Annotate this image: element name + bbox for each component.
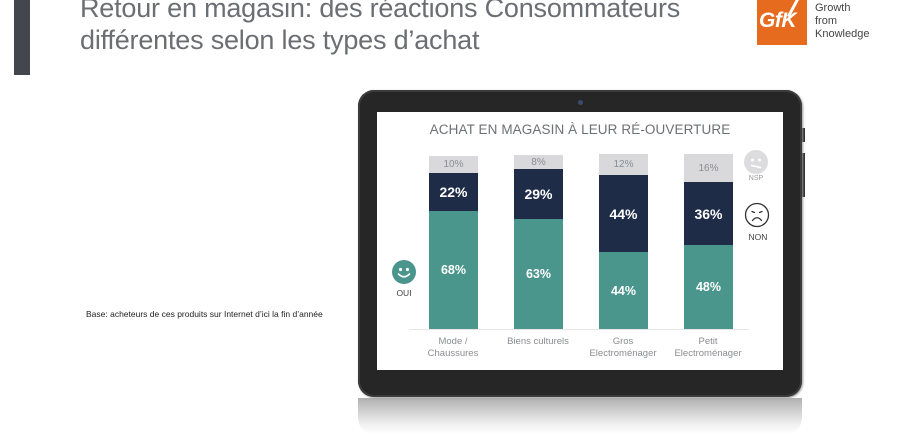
segment-oui: 48% <box>684 245 733 329</box>
stacked-bar: 68% 22% 10% <box>429 155 478 329</box>
segment-nsp: 8% <box>514 155 563 169</box>
segment-nsp: 16% <box>684 154 733 182</box>
segment-value-label: 36% <box>694 205 723 222</box>
segment-value-label: 29% <box>524 186 553 202</box>
tablet-screen: ACHAT EN MAGASIN À LEUR RÉ-OUVERTURE 68%… <box>377 112 783 370</box>
segment-value-label: 68% <box>440 263 467 277</box>
segment-oui: 63% <box>514 219 563 329</box>
segment-non: 44% <box>599 175 648 252</box>
neutral-face-icon <box>744 150 768 174</box>
segment-value-label: 63% <box>525 267 552 281</box>
category-label: Biens culturels <box>507 336 569 347</box>
segment-nsp: 12% <box>599 154 648 175</box>
segment-oui: 68% <box>429 211 478 329</box>
legend-non-label: NON <box>748 232 768 242</box>
gfk-logo: GfK <box>757 0 807 45</box>
tagline-line: Growth <box>815 2 851 14</box>
tagline-line: Knowledge <box>815 28 870 40</box>
segment-nsp: 10% <box>429 156 478 173</box>
sad-face-icon <box>744 202 770 228</box>
segment-value-label: 8% <box>531 156 546 168</box>
camera-icon <box>578 100 583 105</box>
tablet-frame: ACHAT EN MAGASIN À LEUR RÉ-OUVERTURE 68%… <box>358 90 802 397</box>
tablet-reflection <box>358 398 802 434</box>
chart-title: ACHAT EN MAGASIN À LEUR RÉ-OUVERTURE <box>429 122 731 137</box>
happy-face-icon <box>392 260 416 284</box>
tagline-line: from <box>815 15 837 27</box>
segment-non: 29% <box>514 169 563 219</box>
segment-non: 36% <box>684 182 733 245</box>
page-title: Retour en magasin: des réactions Consomm… <box>80 0 680 56</box>
page-title-line1: Retour en magasin: des réactions Consomm… <box>80 0 681 23</box>
category-label: Mode / Chaussures <box>427 336 479 359</box>
title-accent-bar <box>14 0 30 75</box>
segment-non: 22% <box>429 173 478 211</box>
stacked-bar: 44% 44% 12% <box>599 154 648 329</box>
segment-value-label: 44% <box>610 283 637 298</box>
stacked-bar: 48% 36% 16% <box>684 154 733 329</box>
legend-oui-label: OUI <box>396 288 412 298</box>
legend-nsp-label: NSP <box>748 175 764 182</box>
segment-value-label: 16% <box>698 162 719 174</box>
tablet-side-button <box>802 128 805 142</box>
segment-value-label: 22% <box>439 184 468 200</box>
page-title-line2: différentes selon les types d’achat <box>80 25 480 55</box>
segment-value-label: 44% <box>609 205 638 222</box>
segment-value-label: 12% <box>613 159 634 170</box>
category-label: Petit Electroménager <box>674 336 742 359</box>
logo-tagline: Growth from Knowledge <box>815 2 869 41</box>
tablet-side-button <box>802 153 805 197</box>
chart-baseline <box>409 329 749 330</box>
segment-value-label: 10% <box>443 159 464 170</box>
category-label: Gros Electroménager <box>589 336 657 359</box>
segment-value-label: 48% <box>695 280 722 294</box>
segment-oui: 44% <box>599 252 648 329</box>
stacked-bar: 63% 29% 8% <box>514 155 563 329</box>
base-note: Base: acheteurs de ces produits sur Inte… <box>86 309 323 319</box>
